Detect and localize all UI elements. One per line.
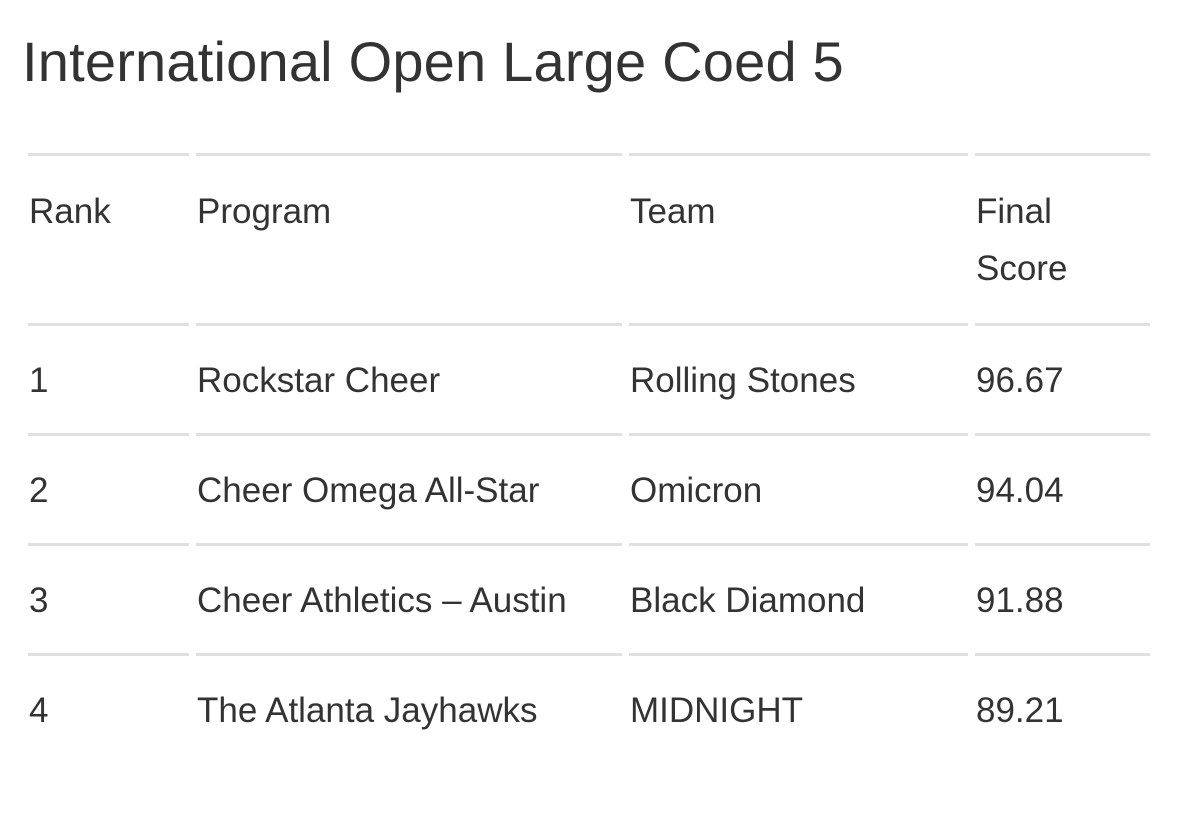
team-cell: MIDNIGHT — [629, 653, 968, 763]
program-cell: Cheer Omega All-Star — [196, 433, 622, 543]
table-row: 4 The Atlanta Jayhawks MIDNIGHT 89.21 — [28, 653, 1150, 763]
rank-cell: 4 — [28, 653, 189, 763]
rank-cell: 1 — [28, 323, 189, 433]
rank-cell: 2 — [28, 433, 189, 543]
rank-cell: 3 — [28, 543, 189, 653]
program-cell: The Atlanta Jayhawks — [196, 653, 622, 763]
table-row: 2 Cheer Omega All-Star Omicron 94.04 — [28, 433, 1150, 543]
final-score-cell: 89.21 — [975, 653, 1150, 763]
results-table: Rank Program Team Final Score 1 Rockstar… — [28, 153, 1150, 763]
table-row: 3 Cheer Athletics – Austin Black Diamond… — [28, 543, 1150, 653]
team-cell: Black Diamond — [629, 543, 968, 653]
team-cell: Rolling Stones — [629, 323, 968, 433]
final-score-cell: 94.04 — [975, 433, 1150, 543]
table-header-row: Rank Program Team Final Score — [28, 153, 1150, 323]
final-score-cell: 96.67 — [975, 323, 1150, 433]
team-cell: Omicron — [629, 433, 968, 543]
page-title: International Open Large Coed 5 — [22, 30, 844, 93]
column-header-rank: Rank — [28, 153, 189, 323]
column-header-final-score: Final Score — [975, 153, 1150, 323]
column-header-team: Team — [629, 153, 968, 323]
final-score-cell: 91.88 — [975, 543, 1150, 653]
program-cell: Rockstar Cheer — [196, 323, 622, 433]
column-header-program: Program — [196, 153, 622, 323]
program-cell: Cheer Athletics – Austin — [196, 543, 622, 653]
table-row: 1 Rockstar Cheer Rolling Stones 96.67 — [28, 323, 1150, 433]
